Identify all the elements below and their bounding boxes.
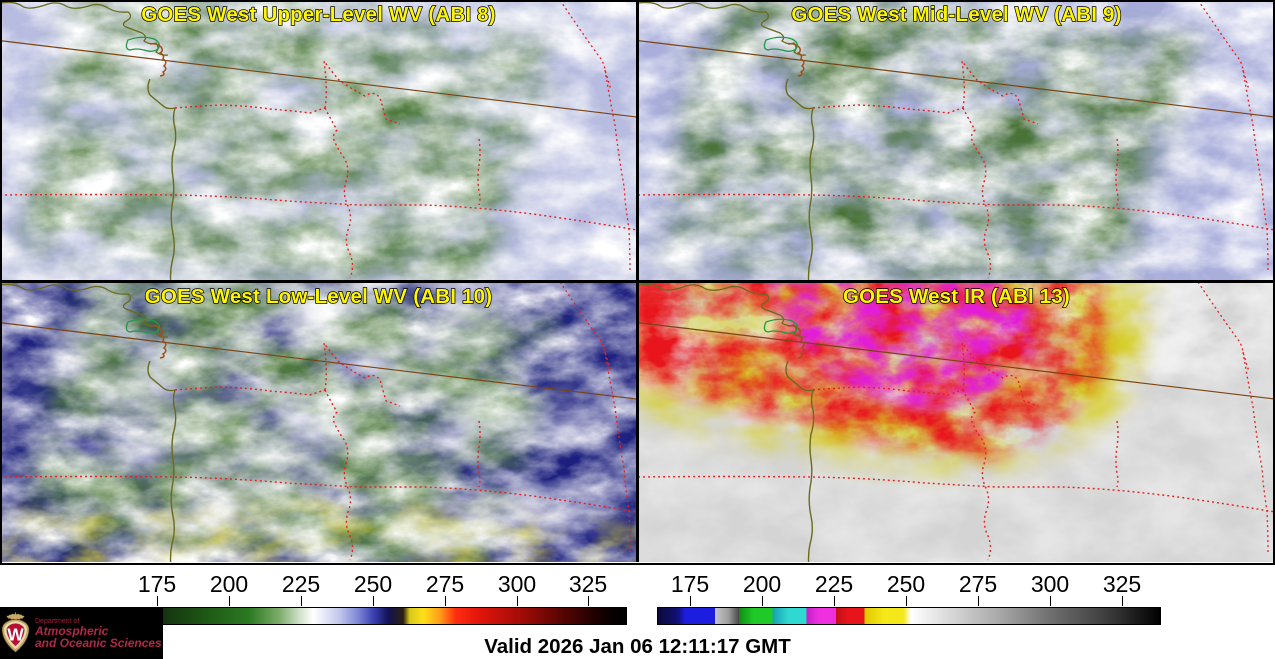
svg-text:W: W — [7, 624, 24, 644]
